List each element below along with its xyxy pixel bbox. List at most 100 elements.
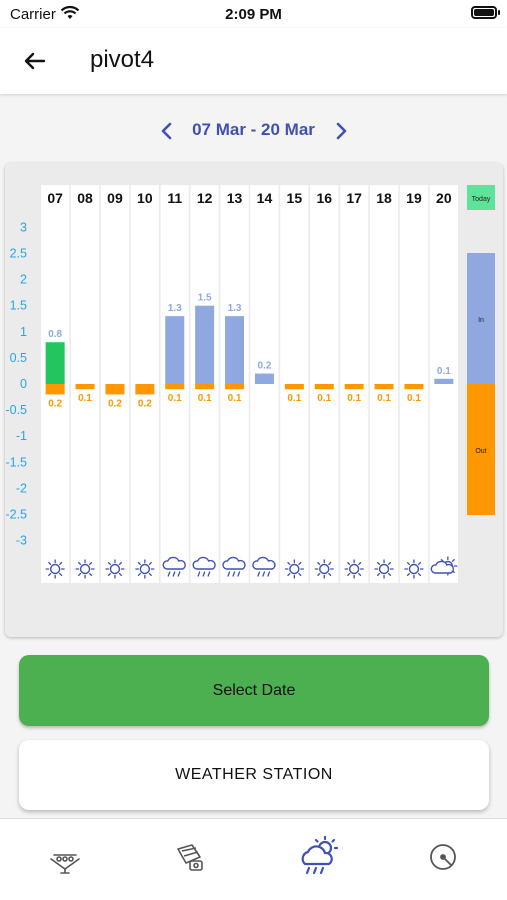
y-tick-label: -1 — [16, 429, 27, 443]
in-bar — [195, 305, 215, 384]
out-legend-label: Out — [475, 448, 486, 455]
date-range-label: 07 Mar - 20 Mar — [192, 120, 315, 139]
in-bar — [165, 316, 185, 384]
y-tick-label: 2 — [20, 273, 27, 287]
out-value-label: 0.2 — [108, 398, 122, 409]
bottom-nav — [0, 818, 507, 900]
rain-icon — [192, 556, 216, 577]
out-value-label: 0.1 — [407, 393, 421, 404]
sun-icon — [75, 559, 95, 579]
out-bar — [314, 384, 334, 390]
date-range-nav: 07 Mar - 20 Mar — [0, 116, 507, 146]
out-bar — [225, 384, 245, 390]
sun-icon — [314, 559, 334, 579]
out-bar — [374, 384, 394, 390]
in-bar — [45, 342, 65, 384]
out-bar — [165, 384, 185, 390]
day-label: 15 — [287, 190, 303, 206]
battery-icon — [471, 6, 500, 19]
gauge-icon[interactable] — [423, 837, 463, 877]
select-date-button[interactable]: Select Date — [19, 655, 489, 726]
y-tick-label: -3 — [16, 534, 27, 548]
in-value-label: 1.3 — [168, 303, 182, 314]
station-icon[interactable] — [170, 837, 210, 877]
in-bar — [225, 316, 245, 384]
out-legend-swatch — [467, 384, 495, 515]
chevron-left-icon[interactable] — [157, 119, 177, 143]
sun-icon — [344, 559, 364, 579]
day-label: 12 — [197, 190, 213, 206]
out-value-label: 0.2 — [48, 398, 62, 409]
day-label: 19 — [406, 190, 422, 206]
in-value-label: 0.8 — [48, 329, 62, 340]
rain-icon — [252, 556, 276, 577]
sun-icon — [45, 559, 65, 579]
out-value-label: 0.1 — [317, 393, 331, 404]
in-legend-swatch — [467, 253, 495, 384]
day-label: 17 — [346, 190, 362, 206]
y-tick-label: -2 — [16, 481, 27, 495]
day-label: 07 — [47, 190, 63, 206]
wifi-icon — [60, 5, 80, 19]
day-label: 20 — [436, 190, 452, 206]
out-value-label: 0.1 — [287, 393, 301, 404]
out-bar — [75, 384, 95, 390]
in-legend-label: In — [478, 317, 484, 324]
day-label: 14 — [257, 190, 273, 206]
out-value-label: 0.1 — [168, 393, 182, 404]
day-label: 13 — [227, 190, 243, 206]
sun-icon — [135, 559, 155, 579]
sun-icon — [284, 559, 305, 579]
cloud-sun-icon — [430, 556, 458, 576]
sun-icon — [374, 559, 394, 579]
out-value-label: 0.2 — [138, 398, 152, 409]
y-tick-label: 3 — [20, 220, 27, 234]
water-balance-card: 3 2.5 2 1.5 1 0.5 0 -0.5 -1 -1.5 -2 -2.5 -3 07 08 09 10 1… — [5, 163, 503, 637]
day-label: 16 — [316, 190, 332, 206]
water-balance-chart: 3 2.5 2 1.5 1 0.5 0 -0.5 -1 -1.5 -2 -2.5 -3 07 08 09 10 1… — [5, 185, 495, 583]
out-value-label: 0.1 — [377, 393, 391, 404]
out-bar — [105, 384, 125, 395]
page-title: pivot4 — [90, 46, 155, 73]
sun-icon — [105, 559, 125, 579]
in-value-label: 1.3 — [228, 303, 242, 314]
out-bar — [135, 384, 155, 395]
sun-icon — [404, 559, 424, 579]
out-bar — [195, 384, 215, 390]
y-tick-label: -0.5 — [5, 403, 27, 417]
out-bar — [344, 384, 364, 390]
app-bar: pivot4 — [0, 28, 507, 94]
weather-station-button[interactable]: WEATHER STATION — [19, 740, 489, 810]
in-bar — [434, 378, 454, 384]
pivot-icon[interactable] — [45, 837, 85, 877]
out-bar — [404, 384, 424, 390]
status-bar: Carrier 2:09 PM — [0, 0, 507, 28]
y-tick-label: 0.5 — [10, 351, 27, 365]
day-label: 18 — [376, 190, 392, 206]
out-value-label: 0.1 — [78, 393, 92, 404]
chevron-right-icon[interactable] — [331, 119, 351, 143]
rain-icon — [162, 556, 186, 577]
out-value-label: 0.1 — [347, 393, 361, 404]
today-legend-label: Today — [472, 196, 491, 203]
back-arrow-icon[interactable] — [20, 46, 50, 76]
carrier-label: Carrier — [10, 6, 56, 23]
in-value-label: 0.1 — [437, 366, 451, 377]
y-tick-label: 2.5 — [10, 247, 27, 261]
weather-icon[interactable] — [295, 835, 341, 877]
y-tick-label: 1 — [20, 325, 27, 339]
day-label: 11 — [167, 190, 182, 206]
out-value-label: 0.1 — [228, 393, 242, 404]
in-value-label: 0.2 — [257, 361, 271, 372]
rain-icon — [222, 556, 246, 577]
y-tick-label: -1.5 — [5, 455, 27, 469]
day-label: 10 — [137, 190, 153, 206]
out-value-label: 0.1 — [198, 393, 212, 404]
day-label: 09 — [107, 190, 123, 206]
in-value-label: 1.5 — [198, 293, 212, 304]
in-bar — [254, 373, 274, 384]
out-bar — [45, 384, 65, 395]
y-tick-label: -2.5 — [5, 508, 27, 522]
y-tick-label: 0 — [20, 377, 27, 391]
day-label: 08 — [77, 190, 93, 206]
